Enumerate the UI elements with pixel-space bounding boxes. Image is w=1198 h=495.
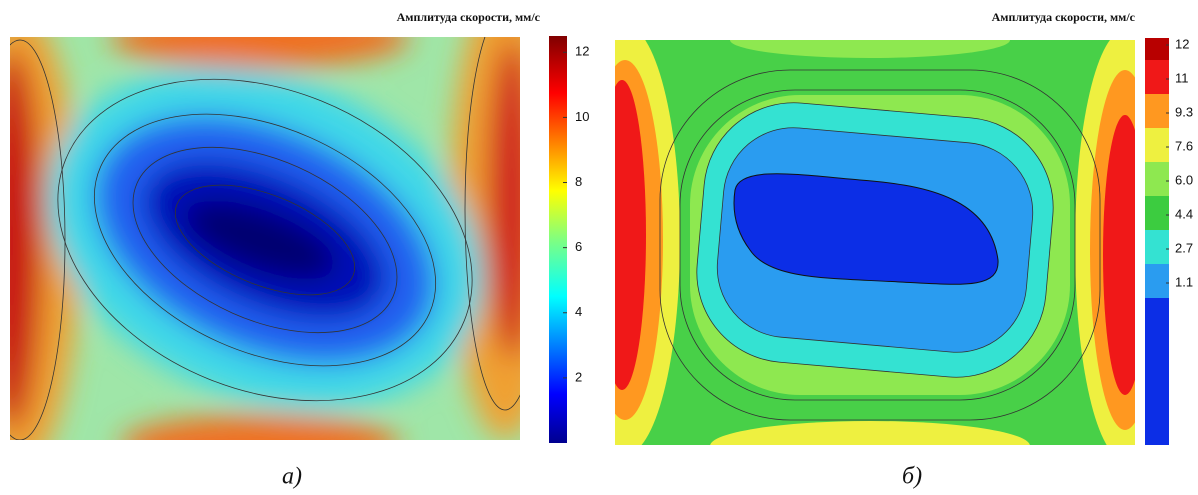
colorbar-tick-label: 4	[575, 304, 582, 319]
chart-title: Амплитуда скорости, мм/с	[992, 10, 1136, 24]
colorbar-band	[1145, 230, 1169, 264]
colorbar-tick-label: 10	[575, 109, 589, 124]
colorbar-band	[1145, 94, 1169, 128]
heatmap-field	[10, 37, 520, 440]
colorbar-tick-label: 12	[1175, 36, 1189, 51]
colorbar-tick-label: 6.0	[1175, 172, 1193, 187]
colorbar-tick-label: 6	[575, 239, 582, 254]
colorbar-tick-label: 2.7	[1175, 240, 1193, 255]
caption: а)	[282, 464, 302, 490]
contour-field	[615, 40, 1135, 445]
colorbar-band	[1145, 264, 1169, 298]
colorbar-tick-label: 8	[575, 174, 582, 189]
colorbar-tick-label: 4.4	[1175, 206, 1193, 221]
colorbar-band	[1145, 38, 1169, 60]
colorbar-band	[1145, 60, 1169, 94]
colorbar-tick-label: 9.3	[1175, 104, 1193, 119]
colorbar-band	[1145, 162, 1169, 196]
colorbar-band	[1145, 128, 1169, 162]
colorbar-tick-label: 2	[575, 369, 582, 384]
colorbar-band	[1145, 298, 1169, 445]
colorbar	[549, 36, 567, 443]
colorbar-band	[1145, 196, 1169, 230]
colorbar-tick-label: 12	[575, 44, 589, 59]
chart-title: Амплитуда скорости, мм/с	[397, 10, 541, 24]
colorbar-tick-label: 1.1	[1175, 274, 1193, 289]
colorbar-tick-label: 11	[1175, 70, 1189, 85]
caption: б)	[902, 464, 922, 490]
colorbar-tick-label: 7.6	[1175, 138, 1193, 153]
